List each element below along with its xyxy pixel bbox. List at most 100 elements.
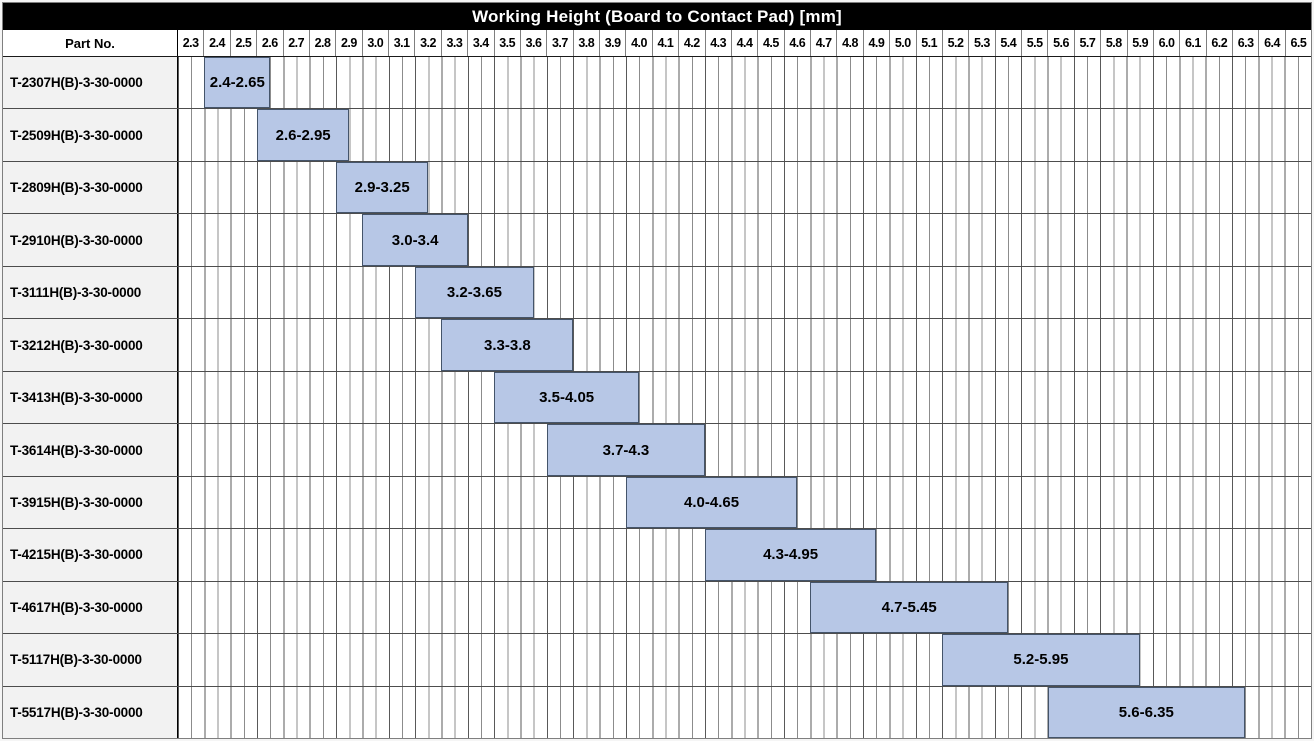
- grid-cell-area: 5.6-6.35: [178, 686, 1311, 739]
- x-axis-tick-label: 5.9: [1126, 30, 1153, 56]
- table-row: T-4215H(B)-3-30-0000 4.3-4.95: [3, 529, 1311, 582]
- table-row: T-2509H(B)-3-30-0000 2.6-2.95: [3, 109, 1311, 162]
- x-axis-tick-label: 5.1: [915, 30, 942, 56]
- x-axis-tick-label: 4.0: [625, 30, 651, 56]
- range-bar: 3.3-3.8: [441, 319, 574, 371]
- table-row: T-3614H(B)-3-30-0000 3.7-4.3: [3, 424, 1311, 477]
- table-row: T-4617H(B)-3-30-0000 4.7-5.45: [3, 581, 1311, 635]
- x-axis-tick-label: 5.3: [968, 30, 994, 56]
- x-axis-tick-label: 6.1: [1179, 30, 1205, 56]
- x-axis-tick-label: 4.4: [730, 30, 757, 56]
- x-axis-tick-label: 5.6: [1047, 30, 1073, 56]
- x-axis-tick-label: 2.9: [335, 30, 361, 56]
- x-axis-tick-label: 4.2: [678, 30, 704, 56]
- x-axis-tick-label: 5.0: [889, 30, 915, 56]
- part-no-cell: T-3413H(B)-3-30-0000: [3, 371, 178, 424]
- part-no-cell: T-2509H(B)-3-30-0000: [3, 109, 178, 161]
- grid-cell-area: 3.5-4.05: [178, 371, 1311, 424]
- range-bar: 3.7-4.3: [546, 424, 705, 476]
- part-no-cell: T-3111H(B)-3-30-0000: [3, 266, 178, 319]
- x-axis-tick-label: 4.8: [836, 30, 862, 56]
- range-bar: 4.7-5.45: [810, 581, 1008, 634]
- range-bar: 2.6-2.95: [257, 109, 350, 161]
- x-axis-tick-label: 3.8: [572, 30, 599, 56]
- x-axis-tick-label: 3.5: [493, 30, 520, 56]
- grid-cell-area: 2.4-2.65: [178, 57, 1311, 109]
- table-row: T-2307H(B)-3-30-0000 2.4-2.65: [3, 57, 1311, 110]
- x-axis-tick-label: 5.2: [941, 30, 968, 56]
- grid-cell-area: 4.7-5.45: [178, 581, 1311, 634]
- x-axis-tick-header-strip: 2.3 2.4 2.5 2.6 2.7 2.8 2.9 3.0 3.1 3.2 3.3 3.4 3.5 3…: [178, 30, 1311, 56]
- table-row: T-5117H(B)-3-30-0000 5.2-5.95: [3, 634, 1311, 687]
- x-axis-tick-label: 4.9: [862, 30, 889, 56]
- range-bar: 3.5-4.05: [494, 371, 640, 424]
- grid-cell-area: 3.0-3.4: [178, 214, 1311, 266]
- part-no-cell: T-5517H(B)-3-30-0000: [3, 686, 178, 739]
- x-axis-tick-label: 6.0: [1152, 30, 1179, 56]
- table-body: T-2307H(B)-3-30-0000 2.4-2.65 T-2509H(B)-3…: [3, 57, 1311, 739]
- part-no-cell: T-3614H(B)-3-30-0000: [3, 424, 178, 476]
- range-bar: 2.4-2.65: [204, 57, 271, 109]
- x-axis-tick-label: 3.0: [361, 30, 388, 56]
- table-row: T-3915H(B)-3-30-0000 4.0-4.65: [3, 476, 1311, 530]
- table-row: T-2809H(B)-3-30-0000 2.9-3.25: [3, 161, 1311, 215]
- x-axis-tick-label: 3.7: [546, 30, 572, 56]
- grid-cell-area: 2.9-3.25: [178, 161, 1311, 214]
- grid-cell-area: 5.2-5.95: [178, 634, 1311, 686]
- part-no-cell: T-4617H(B)-3-30-0000: [3, 581, 178, 634]
- part-no-cell: T-2910H(B)-3-30-0000: [3, 214, 178, 266]
- x-axis-tick-label: 2.7: [282, 30, 309, 56]
- grid-cell-area: 2.6-2.95: [178, 109, 1311, 161]
- x-axis-tick-label: 3.6: [519, 30, 546, 56]
- x-axis-tick-label: 5.4: [994, 30, 1021, 56]
- x-axis-tick-label: 6.4: [1258, 30, 1284, 56]
- grid-cell-area: 4.0-4.65: [178, 476, 1311, 529]
- range-bar: 3.0-3.4: [362, 214, 468, 266]
- x-axis-tick-label: 3.4: [467, 30, 493, 56]
- x-axis-tick-label: 6.2: [1205, 30, 1232, 56]
- x-axis-tick-label: 2.5: [229, 30, 256, 56]
- x-axis-tick-label: 5.7: [1073, 30, 1100, 56]
- column-header-row: Part No. 2.3 2.4 2.5 2.6 2.7 2.8 2.9 3.0 3.1 3.2 3…: [3, 30, 1311, 57]
- x-axis-tick-label: 2.3: [182, 36, 199, 50]
- x-axis-tick-label: 4.7: [810, 30, 836, 56]
- grid-cell-area: 3.3-3.8: [178, 319, 1311, 371]
- x-axis-tick-label: 3.9: [599, 30, 625, 56]
- chart-title: Working Height (Board to Contact Pad) [m…: [3, 3, 1311, 30]
- x-axis-tick-label: 5.8: [1100, 30, 1126, 56]
- table-row: T-3111H(B)-3-30-0000 3.2-3.65: [3, 266, 1311, 320]
- x-axis-tick-label: 4.6: [783, 30, 810, 56]
- range-bar: 5.6-6.35: [1047, 686, 1246, 739]
- table-row: T-3212H(B)-3-30-0000 3.3-3.8: [3, 319, 1311, 372]
- x-axis-tick-label: 3.3: [440, 30, 467, 56]
- table-row: T-2910H(B)-3-30-0000 3.0-3.4: [3, 214, 1311, 267]
- part-no-cell: T-3212H(B)-3-30-0000: [3, 319, 178, 371]
- x-axis-tick-label: 2.6: [256, 30, 282, 56]
- x-axis-tick-label: 2.4: [203, 30, 229, 56]
- grid-cell-area: 3.7-4.3: [178, 424, 1311, 476]
- part-no-cell: T-3915H(B)-3-30-0000: [3, 476, 178, 529]
- x-axis-tick-label: 4.5: [757, 30, 783, 56]
- range-bar: 2.9-3.25: [336, 161, 429, 214]
- part-no-cell: T-4215H(B)-3-30-0000: [3, 529, 178, 581]
- part-no-column-header: Part No.: [3, 30, 178, 56]
- table-row: T-5517H(B)-3-30-0000 5.6-6.35: [3, 686, 1311, 739]
- x-axis-tick-label: 3.2: [414, 30, 440, 56]
- x-axis-tick-label: 6.5: [1284, 30, 1311, 56]
- grid-cell-area: 3.2-3.65: [178, 266, 1311, 319]
- grid-cell-area: 4.3-4.95: [178, 529, 1311, 581]
- part-no-cell: T-2307H(B)-3-30-0000: [3, 57, 178, 109]
- x-axis-tick-label: 2.8: [308, 30, 335, 56]
- range-bar: 5.2-5.95: [942, 634, 1140, 686]
- part-no-cell: T-5117H(B)-3-30-0000: [3, 634, 178, 686]
- x-axis-tick-label: 3.1: [388, 30, 414, 56]
- x-axis-tick-label: 6.3: [1232, 30, 1258, 56]
- x-axis-tick-label: 4.3: [704, 30, 731, 56]
- table-row: T-3413H(B)-3-30-0000 3.5-4.05: [3, 371, 1311, 425]
- range-bar: 4.3-4.95: [704, 529, 877, 581]
- range-bar: 3.2-3.65: [415, 266, 534, 319]
- range-bar: 4.0-4.65: [625, 476, 798, 529]
- x-axis-tick-label: 4.1: [651, 30, 678, 56]
